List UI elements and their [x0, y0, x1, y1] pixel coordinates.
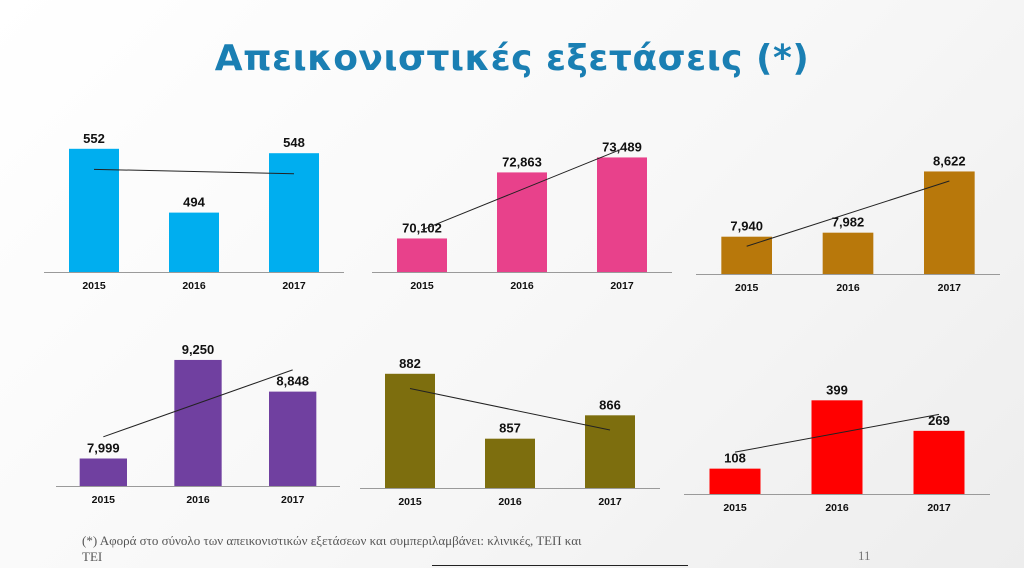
category-label: 2015 [410, 280, 434, 292]
value-label: 70,102 [402, 220, 442, 235]
bar-2015 [397, 238, 447, 272]
bar-2015 [385, 373, 435, 488]
bar-2015 [69, 148, 119, 272]
category-label: 2015 [398, 496, 422, 508]
bar-2016 [485, 438, 535, 488]
chart-svg: 7,940 2015 7,982 2016 8,622 2017 [696, 153, 1000, 294]
trend-line [103, 369, 293, 438]
chart-svg: 70,102 2015 72,863 2016 73,489 2017 [372, 139, 672, 292]
chart-4: 7,999 2015 9,250 2016 8,848 2017 [56, 334, 340, 512]
bar-2016 [169, 212, 219, 272]
category-label: 2015 [92, 494, 116, 506]
value-label: 7,982 [832, 215, 865, 230]
chart-svg: 882 2015 857 2016 866 2017 [360, 356, 660, 508]
page-number: 11 [858, 548, 871, 563]
chart-3: 7,940 2015 7,982 2016 8,622 2017 [696, 142, 1000, 300]
trend-line [409, 388, 611, 431]
category-label: 2017 [598, 496, 622, 508]
value-label: 857 [499, 421, 521, 436]
chart-6: 108 2015 399 2016 269 2017 [684, 364, 990, 520]
bar-2015 [79, 458, 127, 486]
trend-line [93, 168, 295, 175]
value-label: 548 [283, 135, 305, 150]
category-label: 2016 [825, 502, 849, 514]
value-label: 72,863 [502, 154, 542, 169]
category-label: 2017 [610, 280, 634, 292]
bar-2017 [913, 430, 965, 494]
value-label: 8,848 [276, 374, 309, 389]
bar-2016 [811, 400, 863, 494]
category-label: 2017 [938, 282, 962, 294]
footnote: (*) Αφορά στο σύνολο των απεικονιστικών … [82, 533, 582, 564]
value-label: 8,622 [933, 153, 966, 168]
bar-2015 [721, 236, 772, 274]
bar-2016 [174, 359, 222, 486]
value-label: 108 [724, 451, 746, 466]
value-label: 73,489 [602, 139, 642, 154]
category-label: 2017 [282, 280, 306, 292]
value-label: 552 [83, 131, 105, 146]
trend-line [421, 148, 623, 231]
category-label: 2016 [836, 282, 860, 294]
category-label: 2017 [281, 494, 305, 506]
trend-line [746, 180, 950, 247]
category-label: 2015 [723, 502, 747, 514]
value-label: 494 [183, 195, 205, 210]
value-label: 7,940 [730, 219, 763, 234]
chart-5: 882 2015 857 2016 866 2017 [360, 344, 660, 514]
bar-2016 [497, 172, 547, 272]
category-label: 2016 [182, 280, 206, 292]
value-label: 7,999 [87, 441, 120, 456]
chart-svg: 108 2015 399 2016 269 2017 [684, 382, 990, 514]
bottom-rule [432, 565, 688, 566]
bar-2017 [585, 415, 635, 488]
chart-svg: 7,999 2015 9,250 2016 8,848 2017 [56, 342, 340, 506]
chart-svg: 552 2015 494 2016 548 2017 [44, 131, 344, 292]
bar-2017 [269, 391, 317, 486]
bar-2017 [269, 153, 319, 272]
chart-1: 552 2015 494 2016 548 2017 [44, 118, 344, 298]
bar-2015 [709, 468, 761, 494]
value-label: 866 [599, 397, 621, 412]
category-label: 2015 [735, 282, 759, 294]
chart-2: 70,102 2015 72,863 2016 73,489 2017 [372, 128, 672, 298]
category-label: 2016 [510, 280, 534, 292]
trend-line [734, 413, 940, 453]
value-label: 9,250 [182, 342, 215, 357]
bar-2017 [924, 171, 975, 274]
category-label: 2017 [927, 502, 951, 514]
page-title: Απεικονιστικές εξετάσεις (*) [214, 38, 810, 79]
bar-2017 [597, 157, 647, 272]
category-label: 2016 [186, 494, 210, 506]
category-label: 2015 [82, 280, 106, 292]
value-label: 269 [928, 413, 950, 428]
category-label: 2016 [498, 496, 522, 508]
value-label: 399 [826, 382, 848, 397]
value-label: 882 [399, 356, 421, 371]
bar-2016 [822, 232, 874, 274]
